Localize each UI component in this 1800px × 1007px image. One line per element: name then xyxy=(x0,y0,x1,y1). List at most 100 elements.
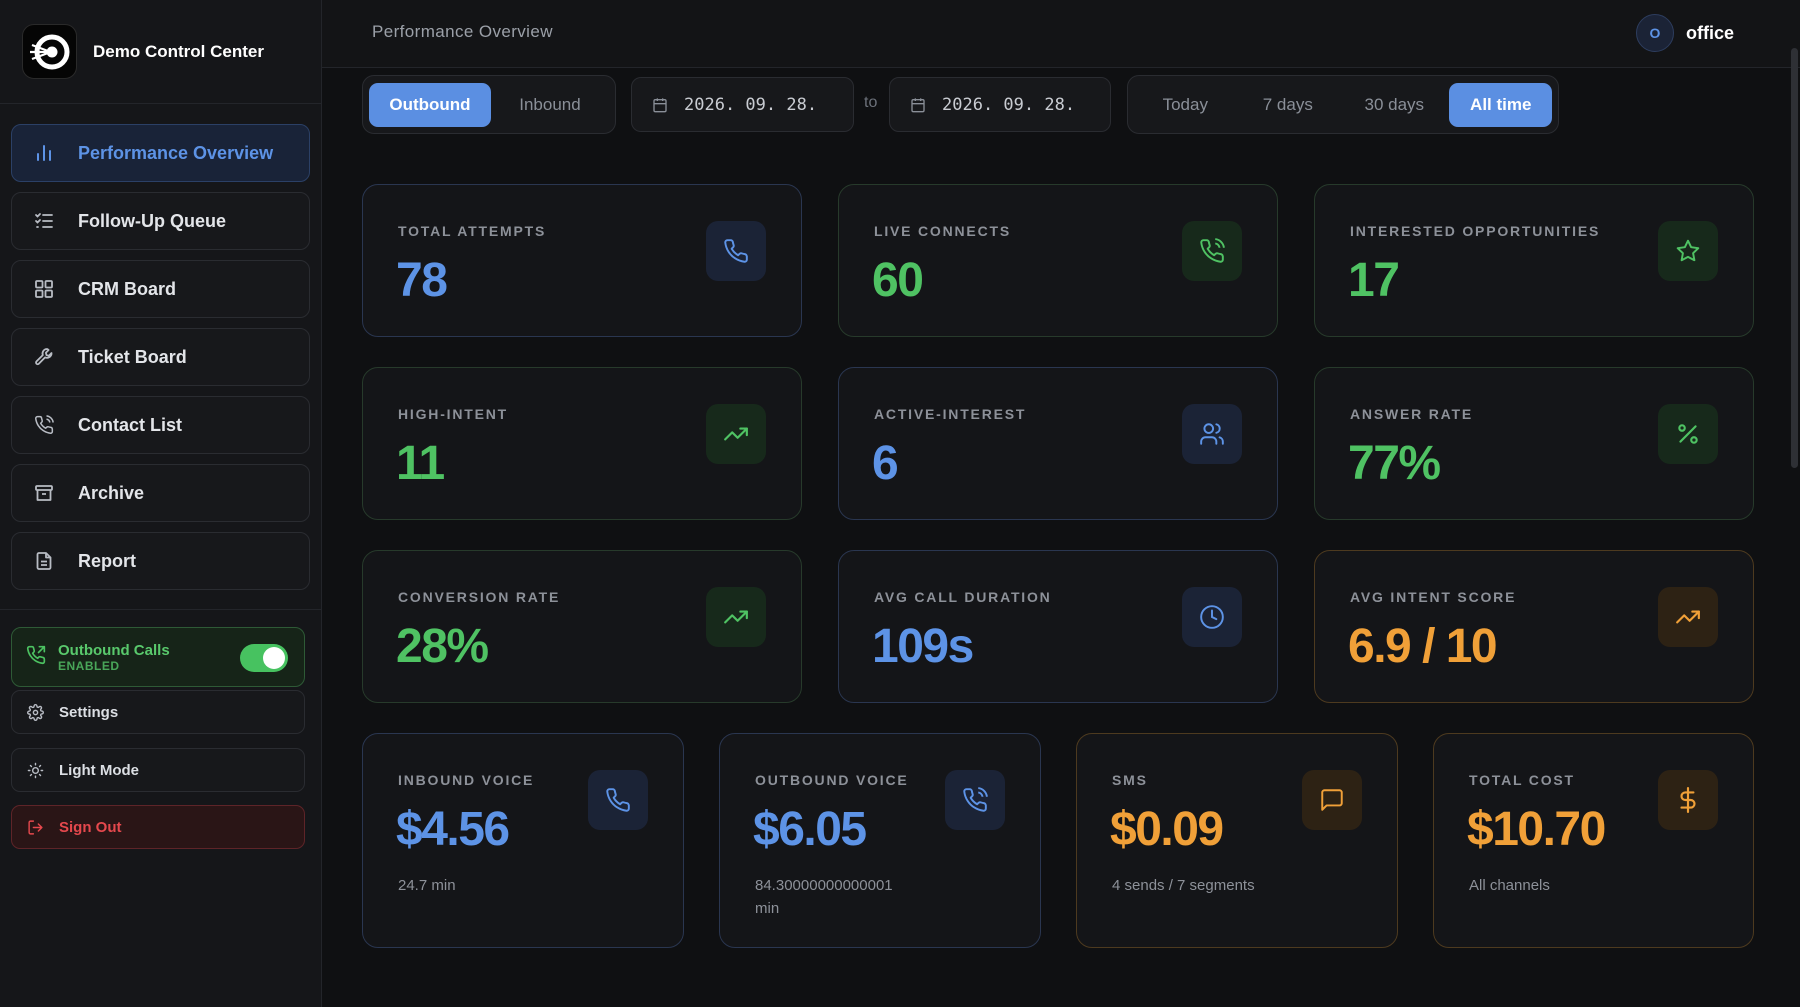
clock-icon xyxy=(1182,587,1242,647)
sidebar-item-ticket-board[interactable]: Ticket Board xyxy=(11,328,310,386)
date-to-field[interactable]: 2026. 09. 28. xyxy=(889,77,1111,132)
sidebar-divider xyxy=(0,609,322,610)
switch-knob xyxy=(263,647,285,669)
trending-up-icon xyxy=(706,404,766,464)
sidebar-item-label: CRM Board xyxy=(78,278,176,299)
sidebar-item-label: Ticket Board xyxy=(78,346,187,367)
metric-card-active-interest: ACTIVE-INTEREST 6 xyxy=(838,367,1278,520)
cost-label: INBOUND VOICE xyxy=(398,772,535,788)
phone-icon xyxy=(706,221,766,281)
percent-icon xyxy=(1658,404,1718,464)
outbound-calls-status: ENABLED xyxy=(58,658,120,673)
sidebar-item-label: Contact List xyxy=(78,414,183,435)
sidebar-item-crm-board[interactable]: CRM Board xyxy=(11,260,310,318)
sign-out-label: Sign Out xyxy=(59,818,122,836)
cost-card-inbound-voice: INBOUND VOICE $4.56 24.7 min xyxy=(362,733,684,948)
app-title: Demo Control Center xyxy=(93,41,264,61)
date-from-field[interactable]: 2026. 09. 28. xyxy=(631,77,854,132)
cost-detail: 84.30000000000001 min xyxy=(755,877,893,917)
metric-value: 6 xyxy=(872,437,899,490)
date-range-separator: to xyxy=(864,94,878,111)
metric-card-high-intent: HIGH-INTENT 11 xyxy=(362,367,802,520)
metric-label: AVG CALL DURATION xyxy=(874,589,1052,605)
cost-label: TOTAL COST xyxy=(1469,772,1575,788)
light-mode-button[interactable]: Light Mode xyxy=(11,748,305,792)
metric-label: TOTAL ATTEMPTS xyxy=(398,223,547,239)
range-today-button[interactable]: Today xyxy=(1162,94,1208,114)
wrench-icon xyxy=(32,345,56,369)
sidebar-item-contact-list[interactable]: Contact List xyxy=(11,396,310,454)
metric-card-interested-opportunities: INTERESTED OPPORTUNITIES 17 xyxy=(1314,184,1754,337)
sidebar-item-label: Report xyxy=(78,550,136,571)
cost-detail: 24.7 min xyxy=(398,877,456,894)
phone-call-icon xyxy=(945,770,1005,830)
scrollbar[interactable] xyxy=(1791,48,1798,468)
cost-detail: All channels xyxy=(1469,877,1550,894)
date-to-value: 2026. 09. 28. xyxy=(942,94,1076,115)
metric-label: INTERESTED OPPORTUNITIES xyxy=(1350,223,1601,239)
outbound-calls-toggle-card: Outbound Calls ENABLED xyxy=(11,627,305,687)
range-30-days-button[interactable]: 30 days xyxy=(1364,94,1425,114)
sun-icon xyxy=(27,762,45,779)
settings-button[interactable]: Settings xyxy=(11,690,305,734)
bar-chart-icon xyxy=(32,141,56,165)
metric-card-answer-rate: ANSWER RATE 77% xyxy=(1314,367,1754,520)
light-mode-label: Light Mode xyxy=(59,761,139,779)
metric-value: 60 xyxy=(872,254,924,307)
phone-icon xyxy=(588,770,648,830)
metric-value: 78 xyxy=(396,254,448,307)
cost-card-total-cost: TOTAL COST $10.70 All channels xyxy=(1433,733,1754,948)
sidebar-item-label: Archive xyxy=(78,482,145,503)
metric-card-conversion-rate: CONVERSION RATE 28% xyxy=(362,550,802,703)
page-title: Performance Overview xyxy=(372,22,553,41)
metric-value: 11 xyxy=(396,437,445,490)
cost-label: SMS xyxy=(1112,772,1148,788)
metric-label: LIVE CONNECTS xyxy=(874,223,1011,239)
checklist-icon xyxy=(32,209,56,233)
users-icon xyxy=(1182,404,1242,464)
metric-label: AVG INTENT SCORE xyxy=(1350,589,1517,605)
direction-toggle: Outbound Inbound xyxy=(362,75,616,134)
metric-card-total-attempts: TOTAL ATTEMPTS 78 xyxy=(362,184,802,337)
sidebar-item-label: Performance Overview xyxy=(78,142,274,163)
sign-out-button[interactable]: Sign Out xyxy=(11,805,305,849)
brand: Demo Control Center xyxy=(0,0,321,104)
metric-card-avg-intent-score: AVG INTENT SCORE 6.9 / 10 xyxy=(1314,550,1754,703)
sidebar-item-archive[interactable]: Archive xyxy=(11,464,310,522)
outbound-calls-label: Outbound Calls xyxy=(58,641,170,659)
cost-value: $4.56 xyxy=(396,803,510,856)
document-icon xyxy=(32,549,56,573)
user-menu[interactable]: O office xyxy=(1635,14,1734,52)
cost-value: $0.09 xyxy=(1110,803,1224,856)
logout-icon xyxy=(27,819,45,836)
metric-card-avg-call-duration: AVG CALL DURATION 109s xyxy=(838,550,1278,703)
cost-value: $10.70 xyxy=(1467,803,1606,856)
metric-value: 28% xyxy=(396,620,489,673)
archive-icon xyxy=(32,481,56,505)
logo-icon xyxy=(22,24,77,79)
calendar-icon xyxy=(652,97,670,113)
dollar-icon xyxy=(1658,770,1718,830)
top-header: Performance Overview O office xyxy=(322,0,1800,68)
phone-outgoing-icon xyxy=(26,645,48,670)
outbound-tab[interactable]: Outbound xyxy=(369,82,491,127)
star-icon xyxy=(1658,221,1718,281)
sidebar-nav: Performance Overview Follow-Up Queue CRM… xyxy=(0,104,321,590)
phone-call-icon xyxy=(1182,221,1242,281)
avatar: O xyxy=(1635,14,1674,52)
sidebar-item-report[interactable]: Report xyxy=(11,532,310,590)
range-all-time-button[interactable]: All time xyxy=(1449,82,1553,127)
outbound-calls-switch[interactable] xyxy=(240,644,288,672)
calendar-icon xyxy=(910,97,928,113)
metric-value: 6.9 / 10 xyxy=(1348,620,1498,673)
inbound-tab[interactable]: Inbound xyxy=(519,94,581,114)
cost-detail: 4 sends / 7 segments xyxy=(1112,877,1255,894)
time-range-toggle: Today 7 days 30 days All time xyxy=(1127,75,1559,134)
trending-up-icon xyxy=(706,587,766,647)
sidebar-item-follow-up-queue[interactable]: Follow-Up Queue xyxy=(11,192,310,250)
sidebar-item-performance-overview[interactable]: Performance Overview xyxy=(11,124,310,182)
grid-icon xyxy=(32,277,56,301)
settings-label: Settings xyxy=(59,703,119,721)
metric-card-live-connects: LIVE CONNECTS 60 xyxy=(838,184,1278,337)
range-7-days-button[interactable]: 7 days xyxy=(1262,94,1313,114)
